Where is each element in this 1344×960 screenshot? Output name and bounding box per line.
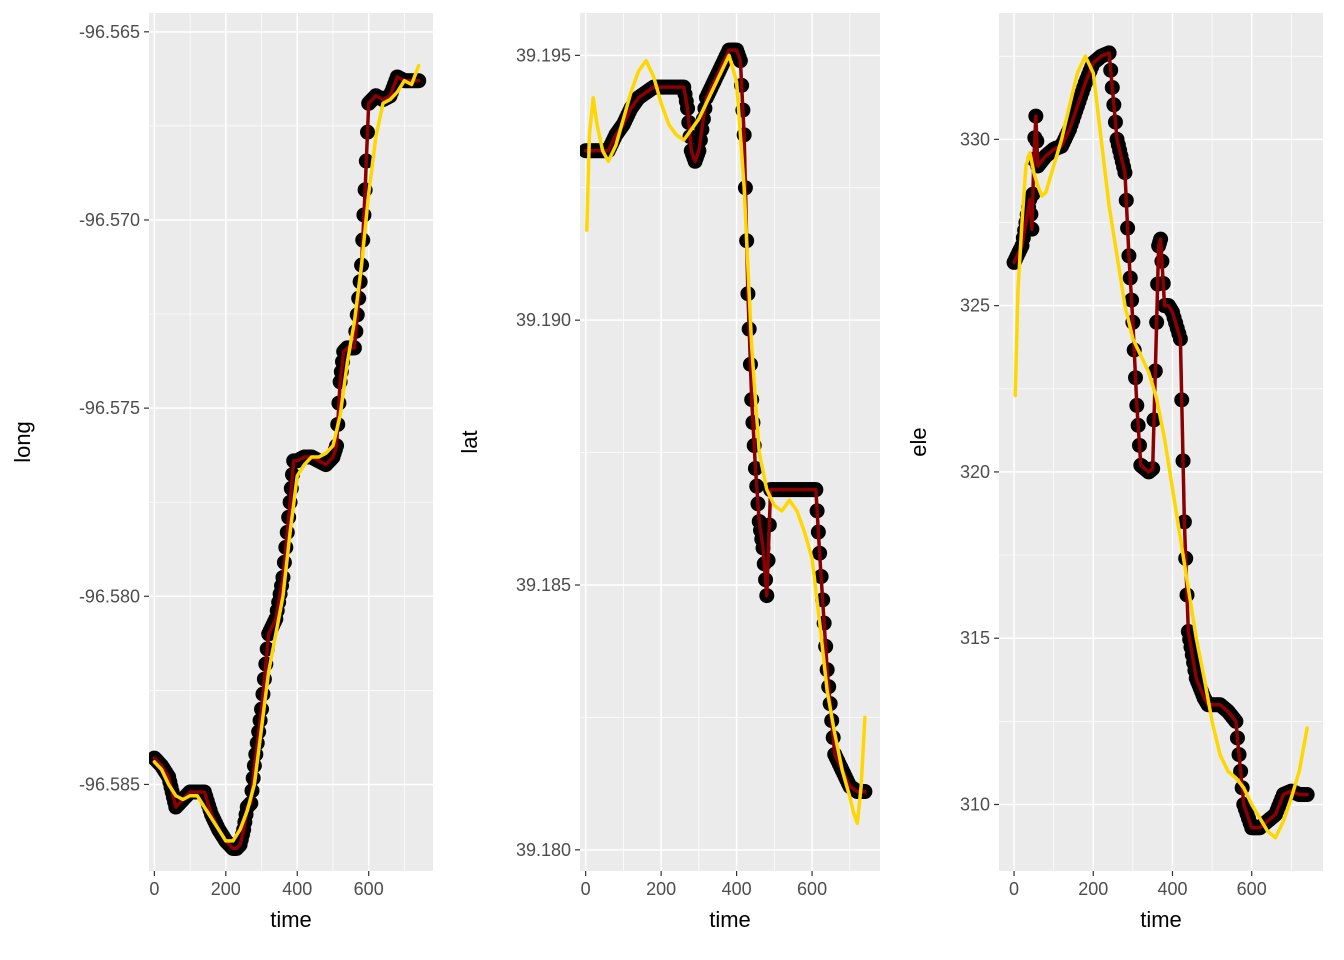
y-tick-label: 39.185 xyxy=(516,575,571,595)
y-tick-label: 315 xyxy=(960,628,990,648)
x-tick-label: 200 xyxy=(1078,879,1108,899)
x-tick-label: 400 xyxy=(722,879,752,899)
y-axis-title: ele xyxy=(906,427,931,456)
x-axis-title: time xyxy=(1140,907,1182,932)
y-tick-label: 320 xyxy=(960,462,990,482)
y-tick-label: 330 xyxy=(960,129,990,149)
panel-ele: 0 200 400 600 310 315 320 325 330 time ele xyxy=(906,13,1323,932)
x-tick-label: 0 xyxy=(581,879,591,899)
x-tick-label: 0 xyxy=(149,879,159,899)
x-tick-label: 200 xyxy=(211,879,241,899)
x-tick-label: 400 xyxy=(1157,879,1187,899)
y-tick-label: 310 xyxy=(960,794,990,814)
x-tick-label: 200 xyxy=(646,879,676,899)
x-axis-title: time xyxy=(709,907,751,932)
y-tick-label: 39.180 xyxy=(516,840,571,860)
y-tick-label: 325 xyxy=(960,296,990,316)
y-tick-label: 39.190 xyxy=(516,310,571,330)
panel-background xyxy=(149,13,433,871)
x-tick-label: 600 xyxy=(797,879,827,899)
x-axis-title: time xyxy=(270,907,312,932)
y-tick-label: -96.570 xyxy=(79,210,140,230)
panel-long: 0 200 400 600 -96.585 -96.580 -96.575 -96.570 -9… xyxy=(10,13,433,932)
x-tick-label: 400 xyxy=(282,879,312,899)
x-tick-label: 600 xyxy=(354,879,384,899)
y-tick-label: -96.580 xyxy=(79,586,140,606)
y-axis-title: long xyxy=(10,421,35,463)
y-tick-label: -96.575 xyxy=(79,398,140,418)
y-axis-title: lat xyxy=(457,430,482,453)
y-tick-label: -96.585 xyxy=(79,774,140,794)
panel-lat: 0 200 400 600 39.180 39.185 39.190 39.195 time la… xyxy=(457,13,880,932)
panel-background xyxy=(999,13,1323,871)
y-tick-label: 39.195 xyxy=(516,45,571,65)
x-tick-label: 600 xyxy=(1237,879,1267,899)
x-tick-label: 0 xyxy=(1009,879,1019,899)
y-tick-label: -96.565 xyxy=(79,22,140,42)
